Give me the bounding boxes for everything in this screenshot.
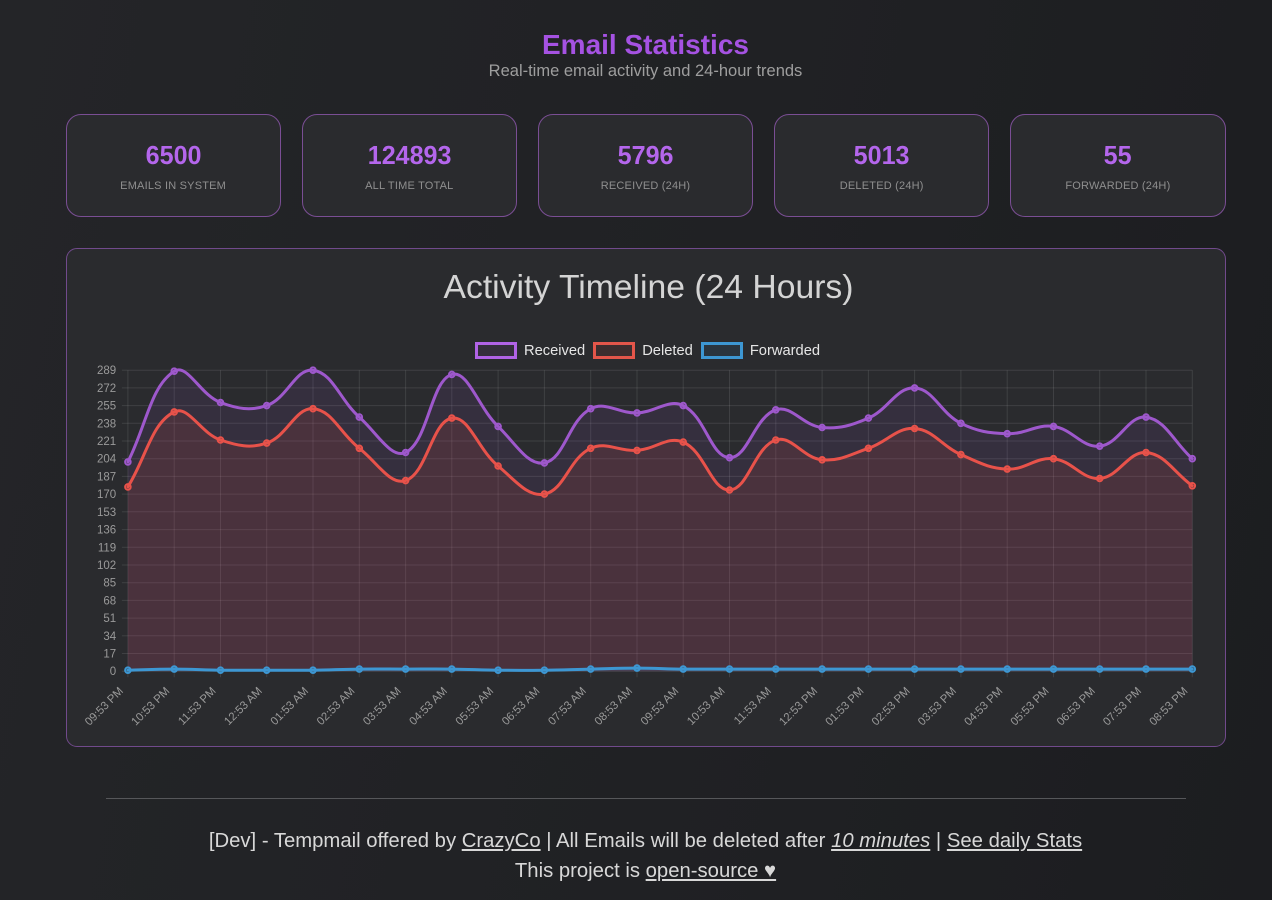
svg-text:12:53 AM: 12:53 AM: [222, 685, 265, 728]
svg-text:238: 238: [97, 418, 116, 430]
svg-text:06:53 PM: 06:53 PM: [1054, 685, 1097, 728]
svg-text:05:53 PM: 05:53 PM: [1008, 685, 1051, 728]
svg-text:10:53 AM: 10:53 AM: [685, 685, 728, 728]
svg-text:170: 170: [97, 489, 116, 501]
svg-text:11:53 PM: 11:53 PM: [176, 685, 218, 727]
svg-text:01:53 PM: 01:53 PM: [823, 685, 866, 728]
svg-text:08:53 PM: 08:53 PM: [1147, 685, 1190, 728]
svg-text:04:53 PM: 04:53 PM: [962, 685, 1005, 728]
svg-text:12:53 PM: 12:53 PM: [777, 685, 820, 728]
svg-text:85: 85: [103, 578, 116, 590]
svg-text:136: 136: [97, 525, 116, 537]
svg-text:0: 0: [109, 666, 115, 678]
svg-text:08:53 AM: 08:53 AM: [592, 685, 635, 728]
svg-text:102: 102: [97, 560, 116, 572]
svg-text:06:53 AM: 06:53 AM: [499, 685, 542, 728]
svg-text:289: 289: [97, 365, 116, 377]
svg-text:255: 255: [97, 401, 116, 413]
svg-text:01:53 AM: 01:53 AM: [268, 685, 311, 728]
svg-text:04:53 AM: 04:53 AM: [407, 685, 450, 728]
svg-text:51: 51: [103, 613, 116, 625]
svg-text:05:53 AM: 05:53 AM: [453, 685, 496, 728]
svg-text:204: 204: [97, 454, 117, 466]
svg-text:17: 17: [103, 649, 116, 661]
svg-text:02:53 PM: 02:53 PM: [869, 685, 912, 728]
svg-text:09:53 AM: 09:53 AM: [638, 685, 681, 728]
svg-text:272: 272: [97, 383, 116, 395]
svg-text:07:53 PM: 07:53 PM: [1101, 685, 1144, 728]
svg-text:10:53 PM: 10:53 PM: [129, 685, 172, 728]
svg-text:34: 34: [103, 631, 116, 643]
svg-text:119: 119: [97, 542, 115, 554]
svg-text:09:53 PM: 09:53 PM: [83, 685, 126, 728]
svg-text:02:53 AM: 02:53 AM: [314, 685, 357, 728]
svg-text:11:53 AM: 11:53 AM: [732, 685, 774, 727]
svg-text:221: 221: [97, 436, 116, 448]
svg-text:03:53 AM: 03:53 AM: [361, 685, 404, 728]
svg-text:07:53 AM: 07:53 AM: [546, 685, 589, 728]
svg-text:153: 153: [97, 507, 116, 519]
svg-text:03:53 PM: 03:53 PM: [916, 685, 959, 728]
svg-text:187: 187: [97, 471, 116, 483]
svg-text:68: 68: [103, 595, 116, 607]
